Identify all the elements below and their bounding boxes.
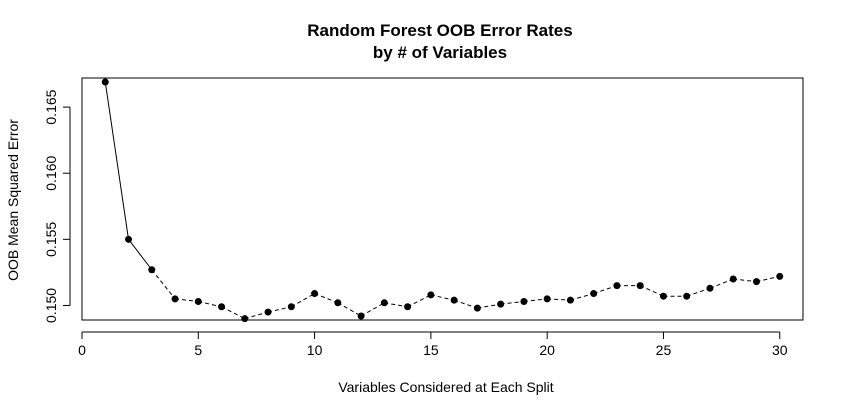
series-line-segment — [500, 300, 524, 305]
y-tick-label: 0.160 — [43, 155, 59, 190]
series-line-segment — [267, 306, 292, 313]
data-point — [194, 297, 202, 305]
data-point — [404, 303, 412, 311]
data-point — [636, 282, 644, 290]
series-line-segment — [523, 298, 548, 302]
x-tick-label: 10 — [307, 342, 323, 358]
y-axis: 0.150 0.155 0.160 0.165 — [43, 89, 71, 323]
series-line-segment — [430, 294, 455, 301]
x-tick-label: 25 — [656, 342, 672, 358]
series-line-segment — [291, 293, 315, 308]
data-point — [497, 300, 505, 308]
data-point — [148, 266, 156, 274]
data-point — [241, 315, 249, 323]
data-point — [543, 295, 551, 303]
chart-subtitle: by # of Variables — [373, 43, 507, 62]
series-line-segment — [407, 294, 432, 308]
data-point — [729, 275, 737, 283]
x-tick-label: 30 — [772, 342, 788, 358]
data-point — [101, 78, 109, 86]
x-axis-label: Variables Considered at Each Split — [338, 379, 553, 395]
series-line-segment — [337, 302, 362, 317]
data-point — [380, 299, 388, 307]
series-line-segment — [360, 302, 385, 317]
data-point — [566, 296, 574, 304]
x-tick-label: 0 — [78, 342, 86, 358]
data-point — [334, 299, 342, 307]
data-point — [125, 235, 133, 243]
x-tick-label: 20 — [539, 342, 555, 358]
data-point — [776, 272, 784, 280]
series-line-segment — [198, 300, 222, 308]
data-point — [659, 292, 667, 300]
data-point — [171, 295, 179, 303]
series-line-segment — [174, 298, 199, 302]
data-point — [706, 284, 714, 292]
y-axis-label: OOB Mean Squared Error — [5, 119, 21, 281]
data-point — [450, 296, 458, 304]
data-point — [311, 290, 319, 298]
plot-area-frame — [81, 77, 804, 321]
data-point — [264, 308, 272, 316]
series-line-segment — [384, 302, 408, 308]
series-line-segment — [128, 239, 153, 271]
series-line-segment — [221, 306, 246, 320]
data-point — [520, 297, 528, 305]
series-line-segment — [547, 298, 571, 301]
series-line-segment — [709, 278, 734, 289]
chart-title: Random Forest OOB Error Rates — [307, 21, 572, 40]
series-line-segment — [733, 278, 757, 283]
data-point — [613, 282, 621, 290]
series-line-segment — [570, 293, 594, 301]
series-line-segment — [104, 81, 130, 240]
data-point — [590, 290, 598, 298]
series-layer — [101, 78, 784, 323]
series-line-segment — [686, 287, 711, 297]
series-line-segment — [593, 285, 618, 295]
data-point — [218, 303, 226, 311]
y-tick-label: 0.165 — [43, 89, 59, 124]
x-tick-label: 5 — [194, 342, 202, 358]
series-line-segment — [756, 275, 780, 283]
series-line-segment — [639, 285, 664, 297]
series-line-segment — [244, 311, 269, 320]
x-axis: 0 5 10 15 20 25 30 — [78, 331, 788, 358]
data-point — [287, 303, 295, 311]
series-line-segment — [151, 269, 176, 300]
data-point — [473, 304, 481, 312]
y-tick-label: 0.150 — [43, 288, 59, 323]
data-point — [427, 291, 435, 299]
x-tick-label: 15 — [423, 342, 439, 358]
data-point — [752, 278, 760, 286]
data-point — [357, 312, 365, 320]
series-line-segment — [314, 293, 339, 304]
y-tick-label: 0.155 — [43, 222, 59, 257]
series-line-segment — [453, 299, 478, 309]
data-point — [683, 292, 691, 300]
series-line-segment — [477, 303, 501, 309]
